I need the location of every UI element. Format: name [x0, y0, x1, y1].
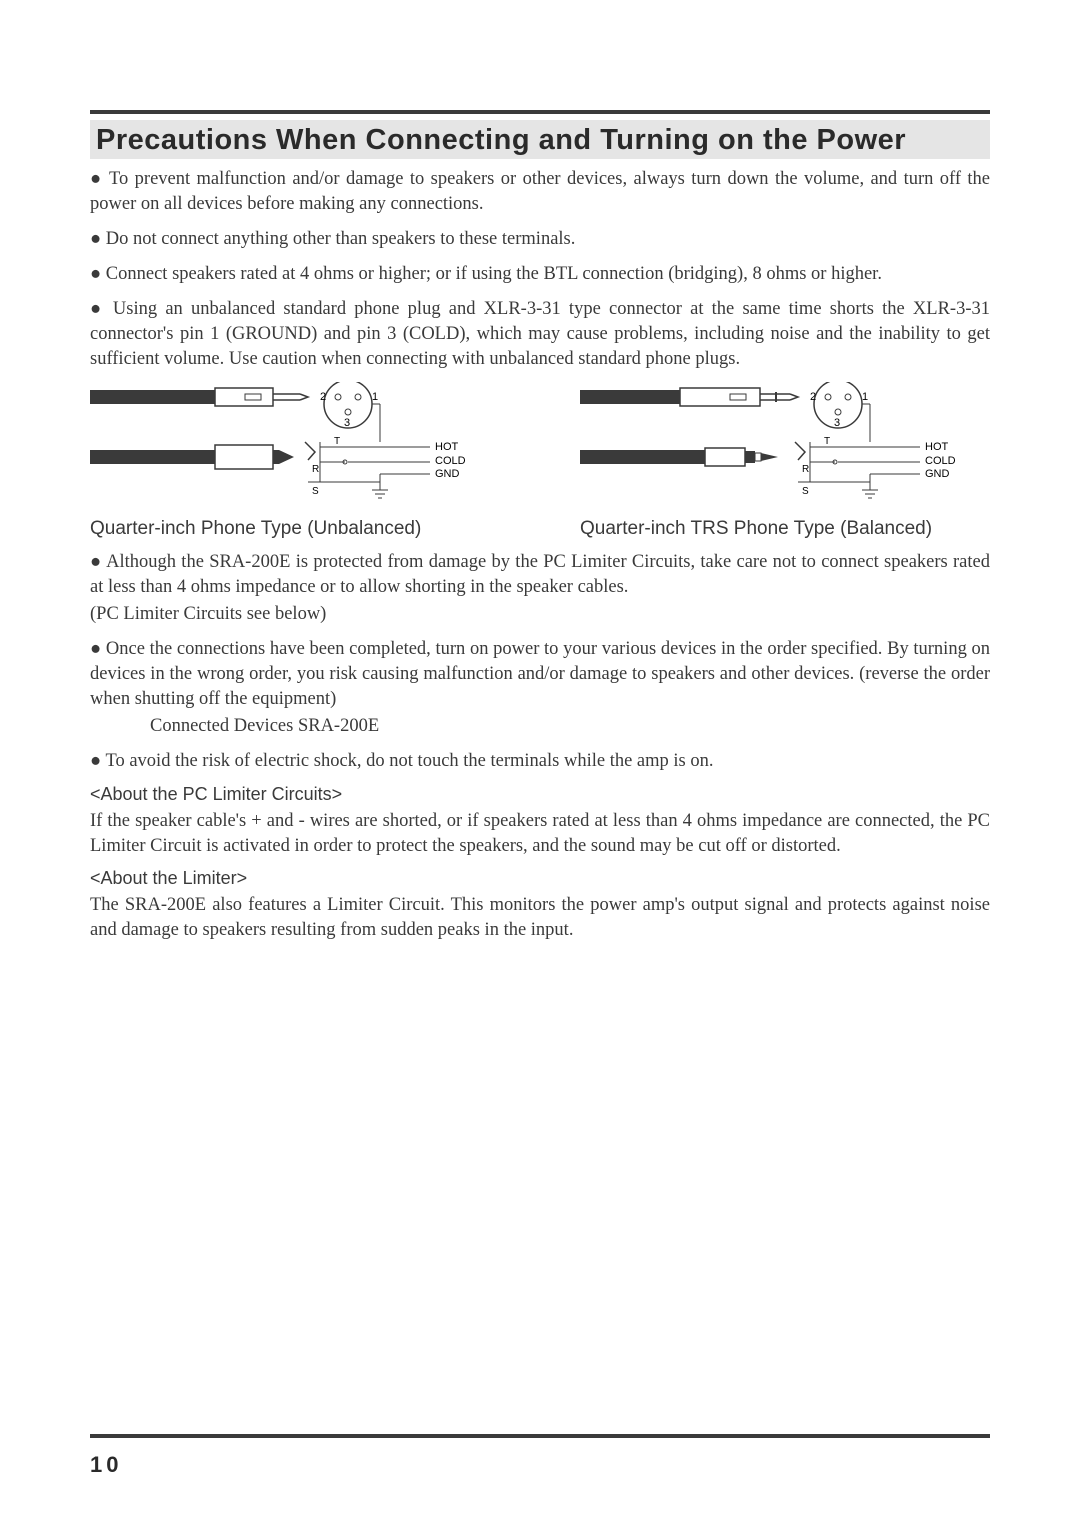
unbalanced-svg: 2 1 3 T R S [90, 382, 520, 512]
para-6a: Connected Devices SRA-200E [150, 714, 990, 739]
label-pin2: 2 [320, 391, 326, 403]
label-gnd-b: GND [925, 468, 950, 480]
caption-balanced: Quarter-inch TRS Phone Type (Balanced) [580, 518, 1010, 540]
label-pin1: 1 [372, 391, 378, 403]
para-7: ● To avoid the risk of electric shock, d… [90, 749, 990, 774]
label-r: R [312, 464, 319, 475]
label-pin3: 3 [344, 417, 350, 429]
para-5a: (PC Limiter Circuits see below) [90, 602, 990, 627]
footer-rule [90, 1434, 990, 1438]
connector-diagrams: 2 1 3 T R S [90, 382, 990, 540]
page-number: 10 [90, 1452, 122, 1478]
caption-unbalanced: Quarter-inch Phone Type (Unbalanced) [90, 518, 520, 540]
balanced-svg: 2 1 3 T R S HOT COLD GND [580, 382, 1010, 512]
label-t-b: T [824, 436, 830, 447]
diagram-unbalanced: 2 1 3 T R S [90, 382, 520, 540]
diagram-balanced: 2 1 3 T R S HOT COLD GND [580, 382, 1010, 540]
section-heading: Precautions When Connecting and Turning … [96, 124, 984, 157]
para-3: ● Connect speakers rated at 4 ohms or hi… [90, 262, 990, 287]
label-cold: COLD [435, 455, 466, 467]
label-gnd: GND [435, 468, 460, 480]
para-6: ● Once the connections have been complet… [90, 637, 990, 712]
para-5: ● Although the SRA-200E is protected fro… [90, 550, 990, 600]
para-2: ● Do not connect anything other than spe… [90, 227, 990, 252]
sub1-body: If the speaker cable's + and - wires are… [90, 809, 990, 859]
subhead-limiter: <About the Limiter> [90, 868, 990, 889]
label-hot-b: HOT [925, 441, 949, 453]
top-rule [90, 110, 990, 114]
subhead-pc-limiter: <About the PC Limiter Circuits> [90, 784, 990, 805]
label-pin2-b: 2 [810, 391, 816, 403]
para-1: ● To prevent malfunction and/or damage t… [90, 167, 990, 217]
para-4: ● Using an unbalanced standard phone plu… [90, 297, 990, 372]
label-hot: HOT [435, 441, 459, 453]
label-cold-b: COLD [925, 455, 956, 467]
heading-container: Precautions When Connecting and Turning … [90, 120, 990, 159]
label-t: T [334, 436, 340, 447]
sub2-body: The SRA-200E also features a Limiter Cir… [90, 893, 990, 943]
label-r-b: R [802, 464, 809, 475]
label-pin3-b: 3 [834, 417, 840, 429]
label-pin1-b: 1 [862, 391, 868, 403]
label-s-b: S [802, 486, 809, 497]
label-s: S [312, 486, 319, 497]
